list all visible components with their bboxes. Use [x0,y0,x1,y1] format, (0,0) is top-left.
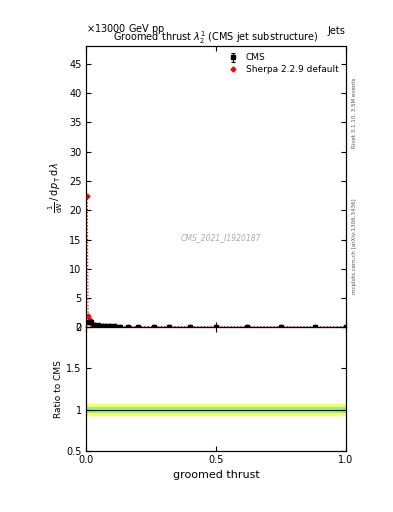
Y-axis label: $\frac{1}{\mathrm{d}N}\,/\,\mathrm{d}\,p_\mathrm{T}\,\mathrm{d}\,\lambda$: $\frac{1}{\mathrm{d}N}\,/\,\mathrm{d}\,p… [47,161,65,212]
Sherpa 2.2.9 default [167,324,172,330]
Sherpa 2.2.9 default [87,317,92,324]
Legend: CMS, Sherpa 2.2.9 default: CMS, Sherpa 2.2.9 default [222,51,342,77]
Sherpa 2.2.9 default [312,324,317,330]
Text: CMS_2021_I1920187: CMS_2021_I1920187 [181,233,262,242]
Text: Jets: Jets [328,26,346,36]
Sherpa 2.2.9 default [90,322,95,328]
Sherpa 2.2.9 default [92,322,97,328]
Text: mcplots.cern.ch [arXiv:1306.3436]: mcplots.cern.ch [arXiv:1306.3436] [352,198,357,293]
Sherpa 2.2.9 default [97,323,102,329]
Sherpa 2.2.9 default [86,313,90,319]
Sherpa 2.2.9 default [89,321,94,327]
Y-axis label: Ratio to CMS: Ratio to CMS [55,360,63,418]
Sherpa 2.2.9 default [279,324,283,330]
Sherpa 2.2.9 default [85,193,90,199]
Sherpa 2.2.9 default [100,323,105,329]
Text: $\times$13000 GeV pp: $\times$13000 GeV pp [86,22,166,36]
Sherpa 2.2.9 default [245,324,250,330]
Line: Sherpa 2.2.9 default: Sherpa 2.2.9 default [86,194,347,329]
Title: Groomed thrust $\lambda_2^1$ (CMS jet substructure): Groomed thrust $\lambda_2^1$ (CMS jet su… [114,29,319,46]
Sherpa 2.2.9 default [343,324,348,330]
Sherpa 2.2.9 default [104,323,108,329]
Sherpa 2.2.9 default [188,324,193,330]
Sherpa 2.2.9 default [118,324,123,330]
Sherpa 2.2.9 default [113,324,118,330]
Sherpa 2.2.9 default [136,324,141,330]
Sherpa 2.2.9 default [126,324,130,330]
Sherpa 2.2.9 default [94,323,99,329]
X-axis label: groomed thrust: groomed thrust [173,470,259,480]
Sherpa 2.2.9 default [214,324,219,330]
Sherpa 2.2.9 default [152,324,156,330]
Text: Rivet 3.1.10, 3.5M events: Rivet 3.1.10, 3.5M events [352,77,357,148]
Sherpa 2.2.9 default [107,324,112,330]
